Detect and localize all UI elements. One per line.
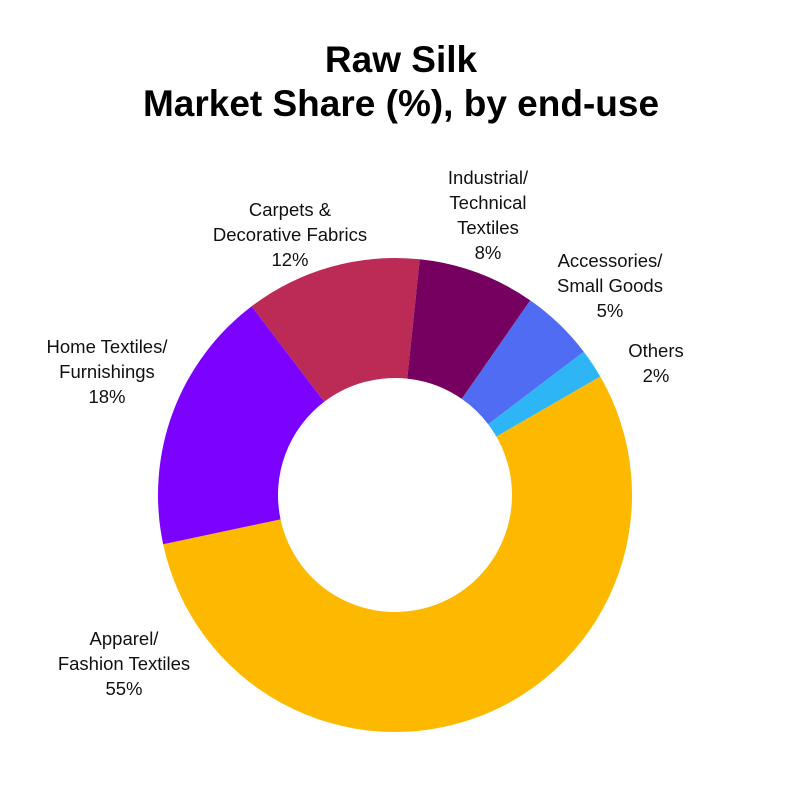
slice-home-textiles-furnishings — [157, 306, 325, 545]
label-carpets: Carpets & Decorative Fabrics 12% — [212, 199, 368, 270]
label-home-textiles: Home Textiles/ Furnishings 18% — [46, 336, 168, 407]
donut-slices — [157, 258, 632, 732]
label-others: Others 2% — [628, 340, 684, 386]
slice-accessories-small-goods — [461, 300, 584, 425]
slice-others — [488, 351, 601, 437]
label-industrial: Industrial/ Technical Textiles 8% — [447, 167, 529, 263]
label-accessories: Accessories/ Small Goods 5% — [557, 250, 663, 321]
label-apparel: Apparel/ Fashion Textiles 55% — [57, 628, 191, 699]
chart-title-line-2: Market Share (%), by end-use — [142, 83, 660, 124]
slice-apparel-fashion-textiles — [163, 376, 632, 732]
chart-title-line-1: Raw Silk — [324, 39, 478, 80]
slice-carpets-decorative-fabrics — [251, 258, 420, 402]
slice-industrial-technical-textiles — [407, 259, 531, 399]
